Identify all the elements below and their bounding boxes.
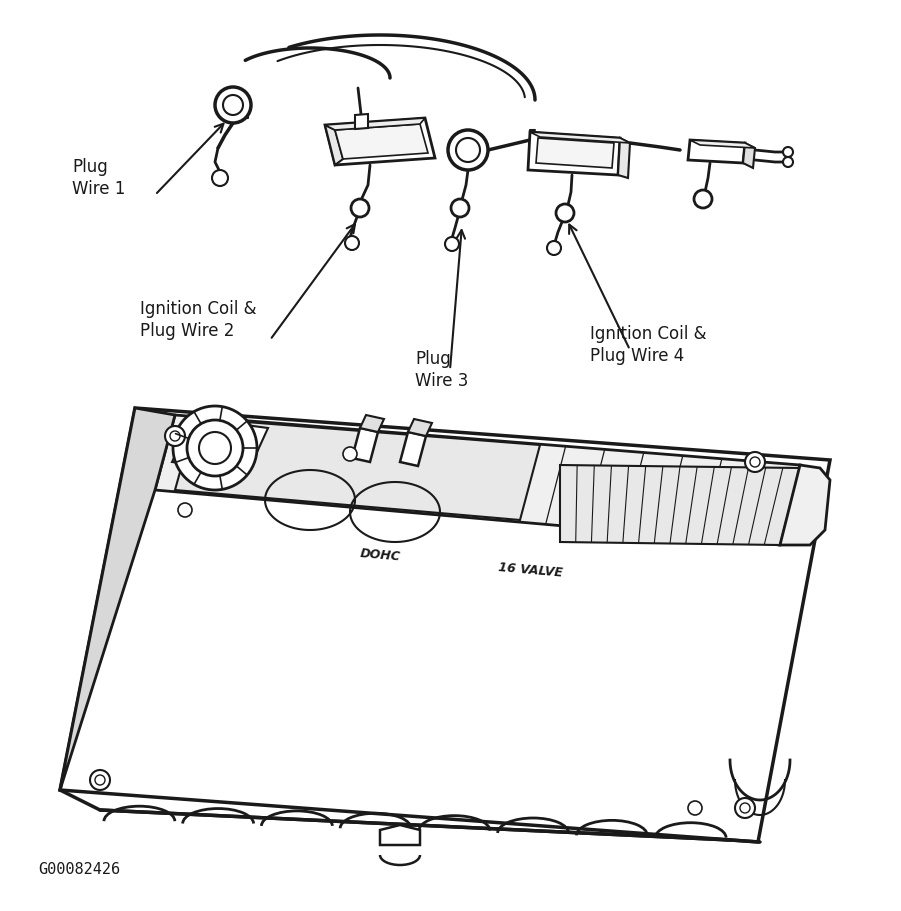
Polygon shape [618, 138, 630, 178]
Polygon shape [172, 418, 268, 472]
Circle shape [735, 798, 755, 818]
Polygon shape [355, 114, 368, 129]
Text: Plug
Wire 3: Plug Wire 3 [415, 350, 469, 390]
Circle shape [215, 87, 251, 123]
Circle shape [694, 190, 712, 208]
Text: DOHC: DOHC [359, 547, 401, 563]
Polygon shape [60, 408, 175, 790]
Polygon shape [335, 124, 428, 159]
Polygon shape [352, 428, 378, 462]
Circle shape [783, 157, 793, 167]
Circle shape [95, 775, 105, 785]
Text: 16 VALVE: 16 VALVE [497, 560, 563, 579]
Circle shape [223, 95, 243, 115]
Circle shape [165, 426, 185, 446]
Circle shape [740, 803, 750, 813]
Polygon shape [325, 118, 435, 165]
Polygon shape [560, 465, 800, 545]
Polygon shape [528, 132, 620, 175]
Polygon shape [60, 408, 830, 842]
Text: Plug
Wire 1: Plug Wire 1 [72, 158, 125, 198]
Circle shape [445, 237, 459, 251]
Polygon shape [536, 138, 614, 168]
Circle shape [451, 199, 469, 217]
Circle shape [187, 420, 243, 476]
Circle shape [351, 199, 369, 217]
Text: Ignition Coil &
Plug Wire 4: Ignition Coil & Plug Wire 4 [590, 325, 706, 365]
Polygon shape [400, 432, 426, 466]
Polygon shape [175, 418, 540, 520]
Polygon shape [780, 465, 830, 545]
Circle shape [745, 452, 765, 472]
Circle shape [456, 138, 480, 162]
Circle shape [212, 170, 228, 186]
Circle shape [178, 503, 192, 517]
Polygon shape [688, 140, 745, 163]
Circle shape [556, 204, 574, 222]
Text: G00082426: G00082426 [38, 863, 120, 877]
Circle shape [199, 432, 231, 464]
Circle shape [688, 801, 702, 815]
Polygon shape [360, 415, 384, 432]
Circle shape [90, 770, 110, 790]
Circle shape [173, 406, 257, 490]
Polygon shape [380, 825, 420, 845]
Polygon shape [743, 143, 755, 168]
Polygon shape [690, 140, 755, 148]
Circle shape [547, 241, 561, 255]
Polygon shape [325, 125, 343, 165]
Polygon shape [530, 132, 630, 143]
Polygon shape [155, 415, 800, 545]
Polygon shape [408, 419, 432, 436]
Circle shape [345, 236, 359, 250]
Circle shape [750, 457, 760, 467]
Circle shape [343, 447, 357, 461]
Circle shape [170, 431, 180, 441]
Text: Ignition Coil &
Plug Wire 2: Ignition Coil & Plug Wire 2 [140, 300, 257, 340]
Circle shape [448, 130, 488, 170]
Circle shape [783, 147, 793, 157]
Polygon shape [325, 118, 425, 130]
